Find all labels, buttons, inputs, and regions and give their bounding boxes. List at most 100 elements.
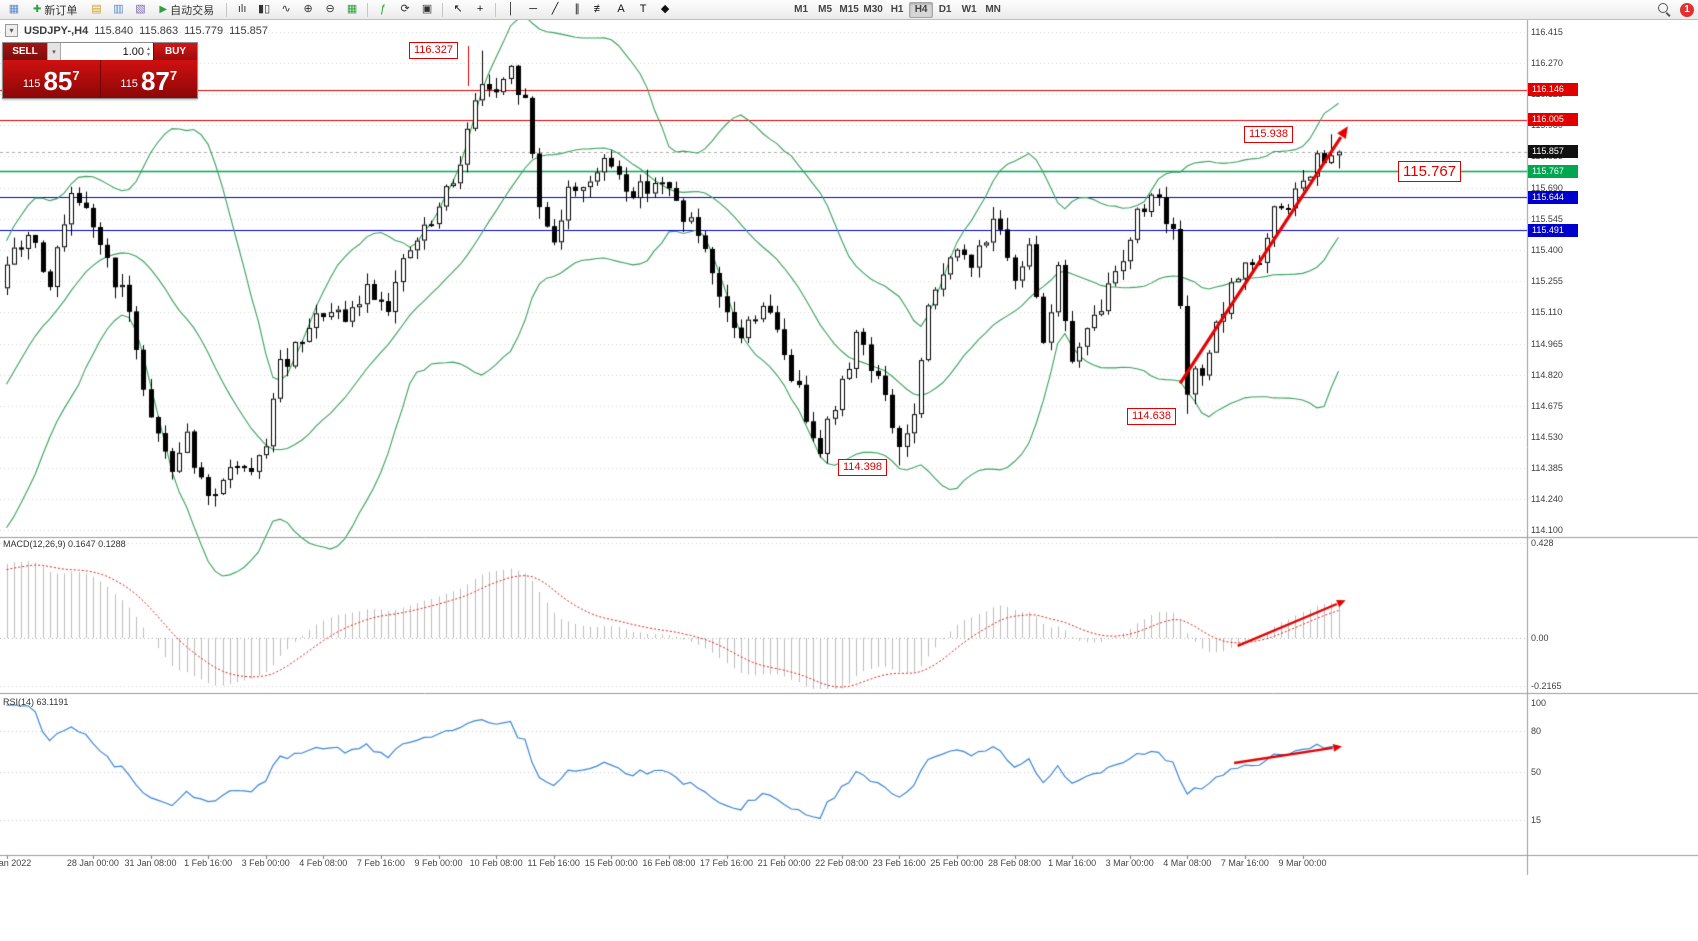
toolbar-separator <box>367 2 369 17</box>
timeframe-button-M30[interactable]: M30 <box>863 4 883 15</box>
buy-price-button[interactable]: 115 87 7 <box>101 60 198 98</box>
sell-button[interactable]: SELL <box>3 43 47 60</box>
navigator-icon[interactable]: ▧ <box>135 3 146 15</box>
new-order-icon: ✚ <box>33 4 42 15</box>
trendline-icon[interactable]: ╱ <box>551 3 559 15</box>
time-axis-label: 1 Mar 16:00 <box>1048 858 1097 868</box>
auto-trading-button-label: 自动交易 <box>170 4 215 17</box>
time-axis-label: 7 Feb 16:00 <box>356 858 405 868</box>
bar-chart-icon[interactable]: ılı <box>237 3 247 15</box>
candlestick-chart-icon[interactable]: ▮▯ <box>258 3 271 15</box>
timeframe-button-W1[interactable]: W1 <box>961 4 977 15</box>
rsi-axis-tick: 15 <box>1531 815 1542 826</box>
price-axis-tick: 115.690 <box>1531 182 1563 193</box>
line-chart-icon[interactable]: ∿ <box>281 3 291 15</box>
auto-trading-button[interactable]: ▶ 自动交易 <box>152 1 221 18</box>
buy-price-digits: 7 <box>169 68 178 83</box>
time-axis-label: 3 Feb 00:00 <box>241 858 290 868</box>
time-axis-label: 26 Jan 2022 <box>0 858 32 868</box>
time-axis-label: 21 Feb 00:00 <box>757 858 811 868</box>
timeframe-button-M5[interactable]: M5 <box>818 4 833 15</box>
price-axis-tick: 115.545 <box>1531 213 1563 224</box>
time-axis-label: 31 Jan 08:00 <box>124 858 177 868</box>
macd-axis-tick: -0.2165 <box>1531 681 1562 692</box>
volume-stepper[interactable]: ▲ ▼ <box>146 46 151 58</box>
vertical-line-icon[interactable]: │ <box>507 3 515 15</box>
sell-price-digits: 85 <box>43 66 73 96</box>
horizontal-line-icon[interactable]: ─ <box>529 3 537 15</box>
time-axis-label: 1 Feb 16:00 <box>184 858 233 868</box>
symbol-period-label: USDJPY-,H4 <box>24 24 89 37</box>
sell-price-digits: 7 <box>72 68 80 83</box>
time-axis-label: 28 Jan 00:00 <box>66 858 119 868</box>
time-axis-label: 7 Mar 16:00 <box>1220 858 1269 868</box>
indicators-icon[interactable]: ƒ <box>380 3 387 15</box>
stepper-up-icon[interactable]: ▲ <box>146 45 151 52</box>
price-annotation[interactable]: 115.938 <box>1244 126 1293 143</box>
symbol-dropdown-icon[interactable]: ▾ <box>5 24 18 37</box>
timeframe-button-H4[interactable]: H4 <box>909 1 934 18</box>
buy-price-digits: 87 <box>140 66 170 96</box>
search-icon[interactable] <box>1654 1 1674 18</box>
zoom-in-icon[interactable]: ⊕ <box>303 3 313 15</box>
rsi-axis-tick: 100 <box>1531 698 1547 708</box>
one-click-trading-panel: SELL ▾ 1.00 ▲ ▼ BUY 115 85 7 115 87 7 <box>2 42 198 99</box>
zoom-out-icon[interactable]: ⊖ <box>325 3 335 15</box>
price-axis-tick: 115.400 <box>1531 244 1563 255</box>
timeframe-button-MN[interactable]: MN <box>985 4 1001 15</box>
shapes-icon[interactable]: ◆ <box>660 3 670 15</box>
rsi-name: RSI(14) <box>3 697 35 707</box>
sell-price-button[interactable]: 115 85 7 <box>3 60 101 98</box>
timeframe-button-D1[interactable]: D1 <box>938 4 952 15</box>
chart-window-icon[interactable]: ▦ <box>8 3 20 15</box>
macd-axis-tick: 0.00 <box>1531 633 1549 643</box>
volume-input[interactable]: 1.00 ▲ ▼ <box>61 43 153 60</box>
data-window-icon[interactable]: ▥ <box>113 3 124 15</box>
price-axis-tick: 115.110 <box>1531 307 1563 318</box>
channel-icon[interactable]: ∥ <box>574 3 580 15</box>
periods-icon[interactable]: ⟳ <box>400 3 410 15</box>
crosshair-icon[interactable]: + <box>476 3 484 15</box>
templates-icon[interactable]: ▣ <box>421 3 433 15</box>
magnifier-glyph <box>1657 2 1672 17</box>
top-toolbar: ▦ ✚ 新订单 ▤ ▥ ▧ ▶ 自动交易 ılı ▮▯ ∿ ⊕ ⊖ ▦ ƒ ⟳ ▣ ↖ + │ ─ ╱ ∥ ≢ A T ◆ M1 M5 M… <box>0 0 1698 20</box>
rsi-value: 63.1191 <box>36 697 69 707</box>
macd-axis-tick: 0.428 <box>1531 537 1554 548</box>
time-axis-label: 28 Feb 08:00 <box>987 858 1042 868</box>
timeframe-group: M1 M5 M15 M30 H1 H4 D1 W1 MN <box>789 1 1005 18</box>
timeframe-button-H1[interactable]: H1 <box>890 4 904 15</box>
notification-badge[interactable]: 1 <box>1680 2 1694 17</box>
price-axis-tick: 114.965 <box>1531 338 1563 349</box>
time-axis-label: 11 Feb 16:00 <box>527 858 580 868</box>
fibonacci-icon[interactable]: ≢ <box>593 3 605 15</box>
price-axis-tick: 114.240 <box>1531 494 1563 505</box>
tile-windows-icon[interactable]: ▦ <box>346 3 358 15</box>
market-watch-icon[interactable]: ▤ <box>91 3 102 15</box>
timeframe-button-M1[interactable]: M1 <box>794 4 809 15</box>
timeframe-button-M15[interactable]: M15 <box>839 4 859 15</box>
price-level-badge: 115.767 <box>1528 164 1578 178</box>
volume-value: 1.00 <box>122 45 145 58</box>
price-annotation[interactable]: 115.767 <box>1398 161 1462 182</box>
macd-values: 0.1647 0.1288 <box>68 539 126 549</box>
sell-price-digits: 115 <box>22 78 41 90</box>
close-value: 115.857 <box>229 24 269 37</box>
buy-button[interactable]: BUY <box>153 43 197 60</box>
new-order-button[interactable]: ✚ 新订单 <box>26 1 84 18</box>
text-icon[interactable]: A <box>617 3 625 15</box>
time-axis-label: 4 Mar 08:00 <box>1163 858 1212 868</box>
macd-indicator-label: MACD(12,26,9) 0.1647 0.1288 <box>3 539 126 549</box>
text-label-icon[interactable]: T <box>639 3 647 15</box>
price-axis-tick: 116.270 <box>1531 57 1563 68</box>
price-annotation[interactable]: 114.398 <box>838 459 887 476</box>
cursor-icon[interactable]: ↖ <box>453 3 463 15</box>
price-axis-tick: 114.820 <box>1531 369 1563 380</box>
price-annotation[interactable]: 116.327 <box>409 42 458 59</box>
stepper-down-icon[interactable]: ▼ <box>146 51 151 58</box>
volume-dropdown[interactable]: ▾ <box>47 43 61 60</box>
price-level-badge: 116.005 <box>1528 113 1578 127</box>
price-annotation[interactable]: 114.638 <box>1127 408 1176 425</box>
time-axis-label: 23 Feb 16:00 <box>872 858 926 868</box>
price-level-badge: 115.644 <box>1528 190 1578 204</box>
